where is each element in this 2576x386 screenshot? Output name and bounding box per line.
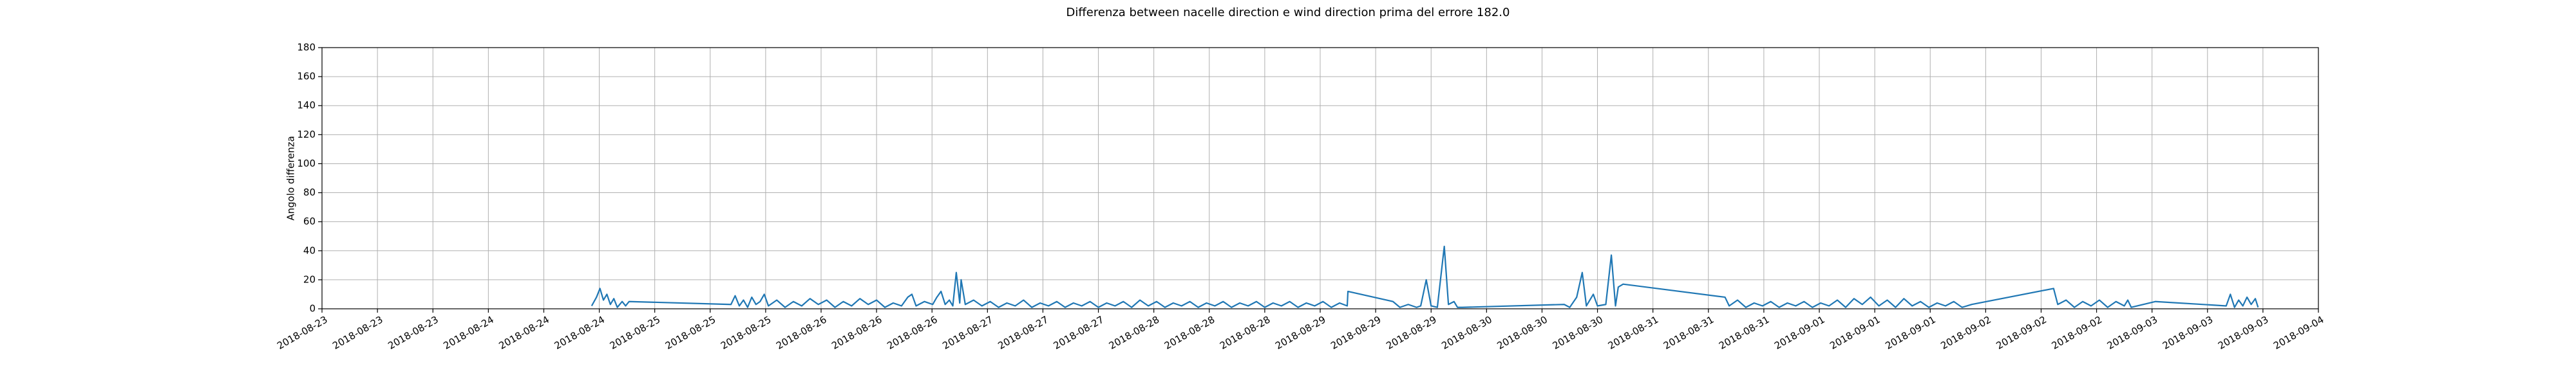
y-tick-label: 80 — [303, 187, 316, 198]
data-line — [591, 245, 2259, 308]
y-tick-label: 140 — [297, 100, 316, 111]
y-tick-label: 40 — [303, 244, 316, 256]
chart-title: Differenza between nacelle direction e w… — [1066, 6, 1510, 19]
y-tick-label: 120 — [297, 129, 316, 140]
y-axis-label: Angolo differenza — [285, 136, 297, 220]
y-tick-label: 0 — [309, 303, 316, 315]
y-tick-label: 60 — [303, 216, 316, 227]
y-tick-label: 20 — [303, 273, 316, 285]
axes-frame — [321, 47, 2319, 309]
y-tick-label: 100 — [297, 158, 316, 169]
y-tick-label: 180 — [297, 42, 316, 53]
y-tick-label: 160 — [297, 71, 316, 82]
